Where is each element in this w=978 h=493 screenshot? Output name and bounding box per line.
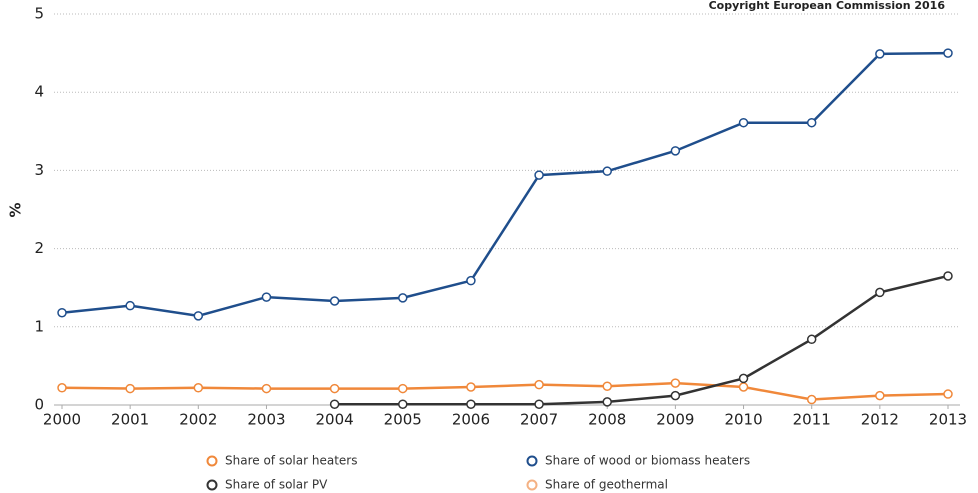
data-point — [57, 307, 67, 318]
legend-label: Share of solar heaters — [225, 454, 357, 468]
x-tick-label: 2005 — [384, 411, 422, 429]
data-point — [738, 117, 749, 128]
legend-marker — [526, 455, 538, 467]
data-point — [329, 383, 340, 394]
legend-marker — [206, 455, 218, 467]
data-point — [57, 383, 67, 393]
data-point — [398, 383, 408, 394]
data-point — [943, 389, 953, 399]
y-tick-label: 0 — [34, 396, 44, 414]
copyright-note: Copyright European Commission 2016 — [709, 0, 946, 12]
data-point — [261, 383, 272, 394]
y-tick-label: 1 — [34, 317, 44, 335]
series-line — [61, 51, 949, 318]
y-tick-label: 5 — [34, 5, 44, 23]
y-tick-label: 4 — [34, 83, 44, 101]
data-point — [329, 296, 340, 306]
data-point — [670, 378, 681, 388]
data-point — [534, 170, 544, 180]
x-tick-label: 2003 — [247, 411, 285, 429]
data-point — [806, 117, 817, 128]
data-point — [466, 399, 476, 409]
data-point — [398, 293, 408, 303]
data-point — [875, 49, 885, 59]
y-tick-label: 2 — [34, 239, 44, 257]
data-point — [806, 394, 817, 405]
data-point — [602, 166, 612, 176]
data-point — [261, 292, 272, 302]
x-tick-label: 2002 — [179, 411, 217, 429]
y-tick-label: 3 — [34, 161, 44, 179]
x-tick-label: 2007 — [520, 411, 558, 429]
x-tick-label: 2001 — [111, 411, 149, 429]
data-point — [534, 379, 544, 390]
legend-marker — [206, 479, 218, 491]
data-point — [466, 382, 476, 392]
x-tick-label: 2009 — [656, 411, 694, 429]
x-tick-label: 2011 — [793, 411, 831, 429]
data-point — [534, 399, 544, 409]
data-point — [602, 397, 612, 407]
x-tick-label: 2006 — [452, 411, 490, 429]
data-point — [398, 399, 408, 409]
legend-marker — [526, 479, 538, 491]
data-point — [875, 287, 885, 298]
data-point — [125, 383, 135, 394]
data-point — [738, 373, 749, 384]
data-point — [602, 381, 612, 391]
legend-label: Share of geothermal — [545, 478, 668, 492]
legend-label: Share of wood or biomass heaters — [545, 454, 750, 468]
data-point — [193, 311, 204, 321]
data-point — [670, 390, 681, 401]
data-point — [738, 382, 749, 392]
data-point — [806, 334, 817, 345]
x-tick-label: 2013 — [929, 411, 967, 429]
x-tick-label: 2010 — [724, 411, 762, 429]
data-point — [875, 390, 885, 401]
data-point — [670, 146, 681, 156]
data-point — [125, 300, 135, 311]
x-tick-label: 2000 — [43, 411, 81, 429]
data-point — [466, 275, 476, 286]
data-point — [943, 271, 953, 281]
x-tick-label: 2008 — [588, 411, 626, 429]
y-axis-label: % — [7, 202, 25, 217]
x-tick-label: 2004 — [316, 411, 354, 429]
x-tick-label: 2012 — [861, 411, 899, 429]
data-point — [329, 399, 340, 409]
data-point — [193, 383, 204, 393]
legend-label: Share of solar PV — [225, 478, 328, 492]
series-line — [334, 274, 949, 406]
series-line — [61, 381, 949, 401]
data-point — [943, 48, 953, 58]
